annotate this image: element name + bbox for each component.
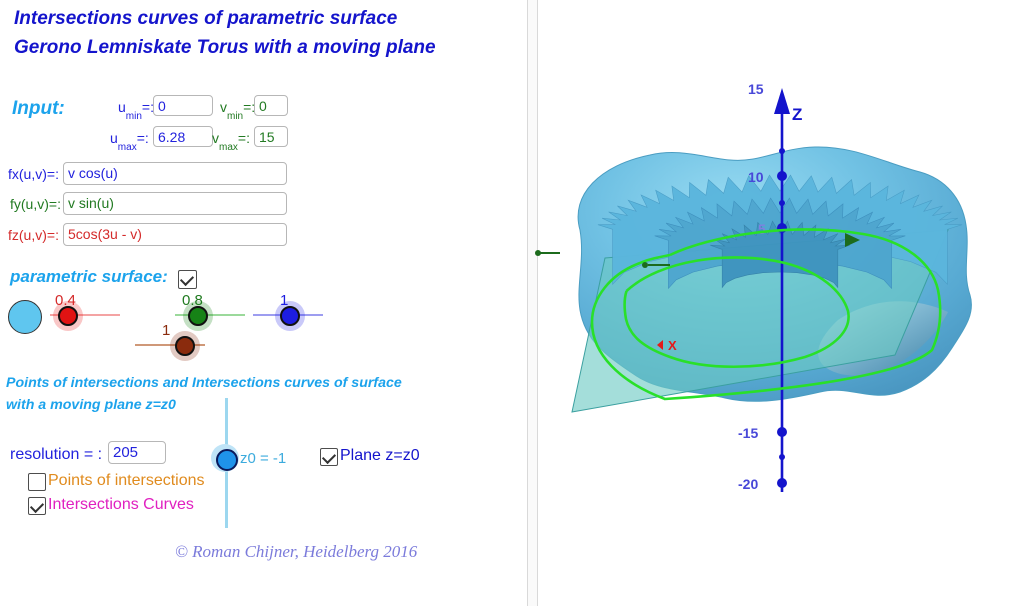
svg-text:15: 15 <box>748 81 764 97</box>
svg-text:X: X <box>668 338 677 353</box>
svg-text:Z: Z <box>792 105 802 124</box>
svg-text:-20: -20 <box>738 476 758 492</box>
svg-text:10: 10 <box>748 169 764 185</box>
svg-text:-15: -15 <box>738 425 758 441</box>
svg-text:5: 5 <box>758 221 766 237</box>
